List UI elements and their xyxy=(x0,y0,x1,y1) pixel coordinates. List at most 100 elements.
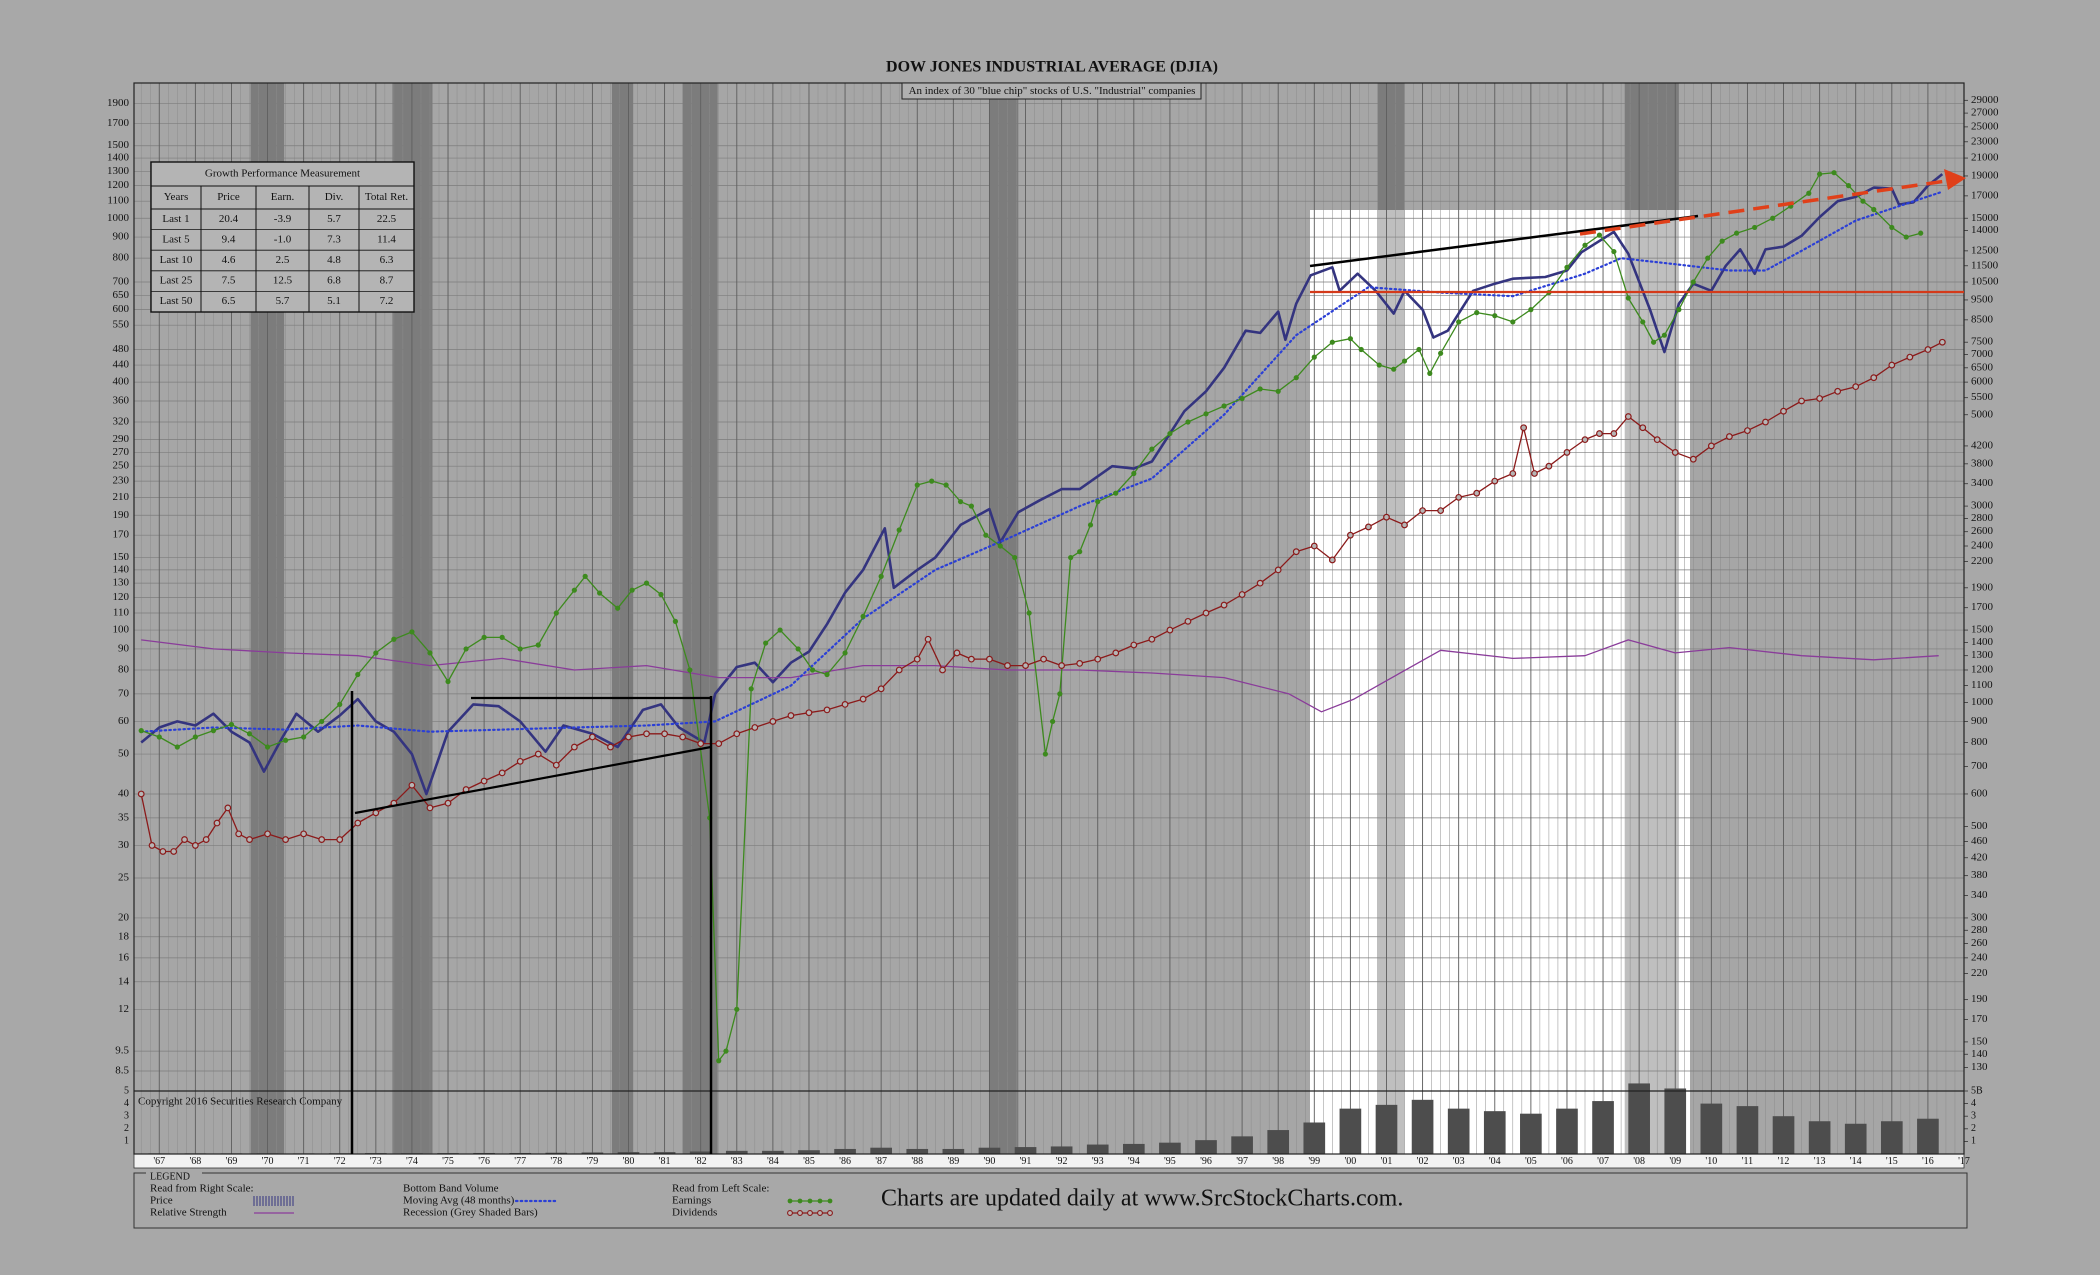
x-tick-label: '67 xyxy=(153,1156,165,1167)
y2-tick-label: 4200 xyxy=(1971,439,1994,451)
earnings-point xyxy=(1077,549,1083,555)
y-tick-label: 140 xyxy=(113,563,130,575)
legend-swatch xyxy=(787,1198,793,1204)
y-tick-label: 290 xyxy=(113,433,130,445)
earnings-point xyxy=(1640,319,1646,325)
y-tick-label: 8.5 xyxy=(115,1065,129,1077)
earnings-point xyxy=(795,646,801,652)
volume-bar xyxy=(689,1151,712,1154)
y2-tick-label: 170 xyxy=(1971,1013,1988,1025)
earnings-point xyxy=(1474,310,1480,316)
dividend-point xyxy=(1780,407,1787,415)
y-tick-label: 700 xyxy=(113,276,130,288)
x-tick-label: '86 xyxy=(839,1156,851,1167)
y2-tick-label: 1700 xyxy=(1971,601,1994,613)
dividend-point xyxy=(354,819,362,827)
y-tick-label: 900 xyxy=(113,231,130,243)
x-tick-label: '08 xyxy=(1633,1156,1645,1167)
volume-bar xyxy=(1808,1121,1831,1154)
x-tick-label: '75 xyxy=(442,1156,454,1167)
earnings-point xyxy=(481,634,487,640)
dividend-point xyxy=(148,842,156,849)
y2-tick-label: 7500 xyxy=(1971,336,1994,348)
dividend-point xyxy=(751,724,759,731)
y-tick-label: 18 xyxy=(118,930,130,942)
x-tick-label: '88 xyxy=(911,1156,923,1167)
earnings-point xyxy=(1734,230,1740,236)
x-tick-label: '98 xyxy=(1272,1156,1284,1167)
table-cell: 7.3 xyxy=(327,233,341,245)
earnings-point xyxy=(1131,470,1137,477)
y2-tick-label: 2600 xyxy=(1971,525,1994,537)
recession-band xyxy=(1624,83,1679,1154)
earnings-point xyxy=(1676,307,1682,313)
table-header: Price xyxy=(217,191,240,203)
dividend-point xyxy=(1581,436,1589,444)
x-tick-label: '74 xyxy=(406,1156,418,1167)
volume-bar xyxy=(1303,1122,1326,1154)
volume-bar xyxy=(1556,1108,1578,1154)
y-tick-label: 250 xyxy=(113,460,130,472)
x-tick-label: '13 xyxy=(1814,1156,1826,1167)
x-tick-label: '97 xyxy=(1236,1156,1248,1167)
dividend-point xyxy=(552,761,560,769)
table-cell: Last 25 xyxy=(160,275,193,287)
volume-bar xyxy=(1159,1142,1181,1154)
dividend-point xyxy=(1520,424,1528,432)
x-tick-label: '72 xyxy=(334,1156,346,1167)
earnings-point xyxy=(1057,691,1063,697)
earnings-point xyxy=(1705,255,1711,261)
legend-label: Earnings xyxy=(672,1195,711,1207)
volume-bar xyxy=(1195,1140,1217,1154)
y-tick-label: 90 xyxy=(118,642,130,654)
y2-tick-label: 1900 xyxy=(1971,581,1994,593)
x-tick-label: '87 xyxy=(875,1156,887,1167)
annotations xyxy=(350,169,1966,1154)
dividend-point xyxy=(1419,507,1426,515)
y-tick-label: 80 xyxy=(118,664,130,676)
dividend-point xyxy=(1725,433,1733,440)
y2-tick-label: 1500 xyxy=(1971,624,1994,636)
table-header: Total Ret. xyxy=(365,191,408,203)
y-tick-label: 190 xyxy=(113,509,130,521)
earnings-point xyxy=(914,482,920,488)
y2-tick-label: 220 xyxy=(1971,967,1988,979)
earnings-point xyxy=(1401,358,1408,364)
earnings-point xyxy=(1528,307,1534,313)
dividend-point xyxy=(1938,338,1946,346)
legend-label: Moving Avg (48 months) xyxy=(403,1195,515,1207)
y-tick-label: 1900 xyxy=(107,97,130,109)
x-tick-label: '02 xyxy=(1417,1156,1429,1167)
y-tick-label: 150 xyxy=(113,551,130,563)
x-tick-label: '80 xyxy=(623,1156,635,1167)
volume-bar xyxy=(1844,1123,1867,1154)
earnings-point xyxy=(1221,403,1227,409)
dividend-point xyxy=(1130,641,1138,649)
volume-bar xyxy=(1267,1130,1290,1154)
dividend-point xyxy=(913,655,921,663)
dividend-point xyxy=(1653,436,1661,444)
x-tick-label: '96 xyxy=(1200,1156,1212,1167)
dividend-point xyxy=(1184,617,1192,625)
earnings-point xyxy=(1311,354,1317,360)
y2-tick-label: 27000 xyxy=(1971,107,1999,119)
earnings-point xyxy=(1167,430,1173,437)
earnings-point xyxy=(427,650,433,656)
earnings-point xyxy=(373,650,379,656)
x-tick-label: '89 xyxy=(947,1156,959,1167)
earnings-point xyxy=(445,678,451,685)
y2-tick-label: 700 xyxy=(1971,760,1988,772)
y-tick-label: 12 xyxy=(118,1003,129,1015)
y2-tick-label: 14000 xyxy=(1971,224,1999,236)
earnings-point xyxy=(174,744,180,750)
x-tick-label: '77 xyxy=(514,1156,526,1167)
y2-tick-label: 8500 xyxy=(1971,313,1994,325)
table-cell: 2.5 xyxy=(276,254,290,266)
earnings-point xyxy=(842,650,848,656)
dividend-point xyxy=(841,700,849,708)
earnings-point xyxy=(643,580,650,586)
x-tick-label: '76 xyxy=(478,1156,490,1167)
volume-tick-label: 1 xyxy=(1971,1136,1976,1147)
earnings-point xyxy=(1293,375,1299,381)
dividend-point xyxy=(924,635,932,643)
